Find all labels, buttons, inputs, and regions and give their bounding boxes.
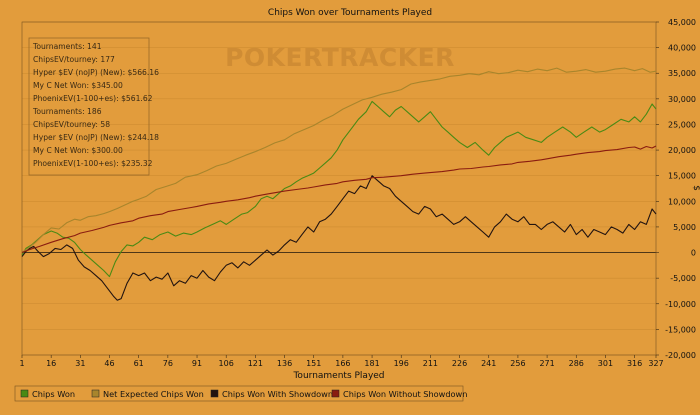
- x-tick-label: 226: [452, 359, 467, 368]
- y-tick-label: 0: [691, 249, 696, 258]
- y-tick-label: -10,000: [665, 300, 696, 309]
- y-tick-label: -5,000: [670, 274, 696, 283]
- x-tick-label: 301: [598, 359, 613, 368]
- stats-line: Tournaments: 141: [32, 42, 102, 51]
- legend-swatch: [20, 389, 29, 398]
- legend-label: Chips Won With Showdown: [222, 389, 333, 399]
- x-tick-label: 91: [192, 359, 202, 368]
- y-tick-label: -20,000: [665, 351, 696, 360]
- x-tick-label: 61: [134, 359, 144, 368]
- stats-line: ChipsEV/tourney: 177: [33, 55, 115, 64]
- x-tick-label: 106: [219, 359, 234, 368]
- series-line-chips-won: [21, 100, 657, 278]
- series-line-chips-won-without-showdown: [21, 145, 657, 254]
- chart-title: Chips Won over Tournaments Played: [268, 8, 432, 18]
- x-tick-label: 136: [277, 359, 292, 368]
- legend-label: Chips Won Without Showdown: [343, 389, 467, 399]
- x-tick-label: 327: [648, 359, 663, 368]
- y-axis-label: $: [691, 185, 700, 191]
- x-tick-label: 121: [248, 359, 263, 368]
- y-tick-label: 10,000: [668, 197, 696, 206]
- legend-swatch: [210, 389, 219, 398]
- legend-label: Chips Won: [32, 389, 75, 399]
- stats-line: My C Net Won: $300.00: [33, 146, 123, 155]
- x-tick-label: 286: [569, 359, 584, 368]
- legend-swatch: [91, 389, 100, 398]
- y-tick-label: 45,000: [668, 18, 696, 27]
- y-tick-label: 25,000: [668, 120, 696, 129]
- y-tick-label: 5,000: [673, 223, 696, 232]
- watermark: POKERTRACKER: [225, 43, 455, 72]
- x-tick-label: 196: [394, 359, 409, 368]
- legend-swatch: [331, 389, 340, 398]
- x-axis: 1 16 31 46 61 76 91 106 121 136 151 166 181 196 211 226…: [19, 355, 664, 368]
- stats-line: Hyper $EV (noJP) (New): $244.18: [33, 133, 159, 142]
- x-tick-label: 76: [163, 359, 173, 368]
- x-tick-label: 16: [46, 359, 56, 368]
- x-tick-label: 256: [510, 359, 525, 368]
- series-layer: [21, 67, 657, 301]
- x-tick-label: 241: [481, 359, 496, 368]
- series-line-net-expected-chips-won: [21, 67, 657, 253]
- y-tick-label: 40,000: [668, 44, 696, 53]
- stats-line: Tournaments: 186: [32, 107, 102, 116]
- stats-line: PhoenixEV(1-100+es): $561.62: [33, 94, 153, 103]
- stats-line: ChipsEV/tourney: 58: [33, 120, 110, 129]
- y-tick-label: 35,000: [668, 69, 696, 78]
- x-tick-label: 1: [19, 359, 24, 368]
- stats-line: My C Net Won: $345.00: [33, 81, 123, 90]
- stats-line: PhoenixEV(1-100+es): $235.32: [33, 159, 153, 168]
- x-tick-label: 46: [104, 359, 114, 368]
- x-axis-label: Tournaments Played: [292, 371, 384, 381]
- y-tick-label: 30,000: [668, 95, 696, 104]
- legend-label: Net Expected Chips Won: [103, 389, 204, 399]
- x-tick-label: 151: [306, 359, 321, 368]
- x-tick-label: 271: [539, 359, 554, 368]
- y-axis: -20,000 -15,000 -10,000 -5,000 0 5,000 10,000 1…: [656, 18, 696, 360]
- series-line-chips-won-with-showdown: [21, 175, 657, 301]
- stats-box: Tournaments: 141 ChipsEV/tourney: 177 Hype…: [28, 37, 159, 176]
- x-tick-label: 316: [627, 359, 642, 368]
- legend: Chips Won Net Expected Chips Won Chips Won…: [14, 385, 467, 402]
- plot-area: [21, 21, 657, 356]
- y-tick-label: -15,000: [665, 325, 696, 334]
- stats-line: Hyper $EV (noJP) (New): $566.16: [33, 68, 159, 77]
- x-tick-label: 181: [364, 359, 379, 368]
- x-tick-label: 166: [335, 359, 350, 368]
- y-tick-label: 20,000: [668, 146, 696, 155]
- y-tick-label: 15,000: [668, 172, 696, 181]
- x-tick-label: 211: [423, 359, 438, 368]
- x-tick-label: 31: [75, 359, 85, 368]
